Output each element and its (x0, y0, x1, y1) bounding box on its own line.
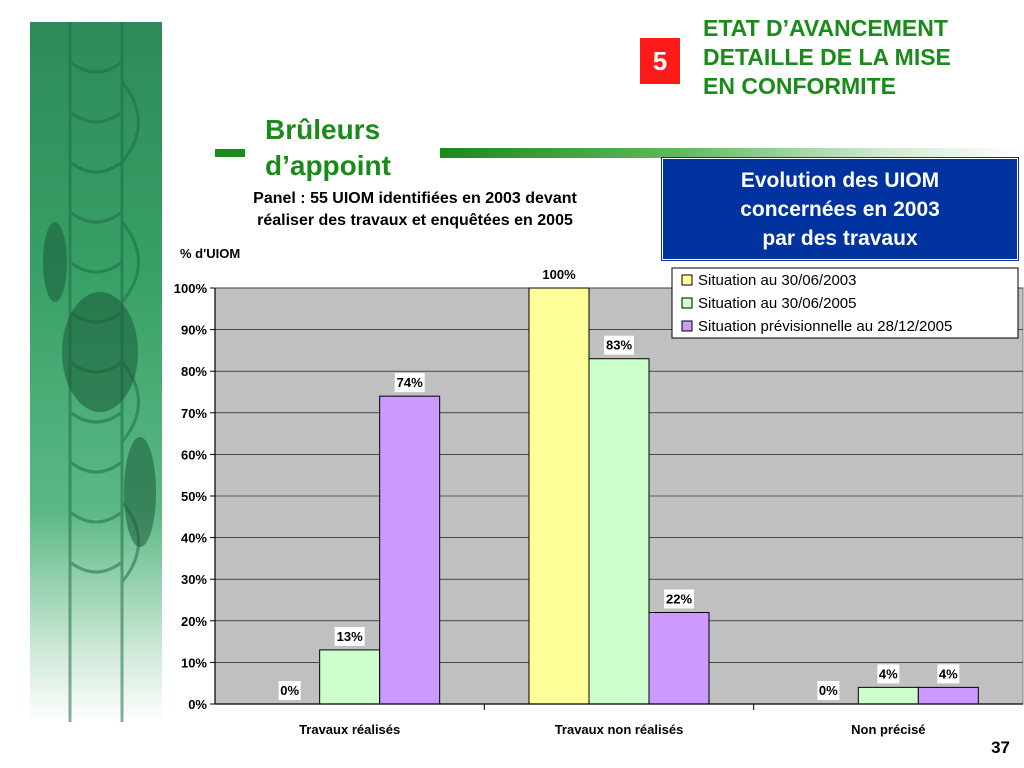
bar (588, 358, 650, 705)
bar (648, 611, 710, 705)
x-tick-label: Travaux réalisés (299, 722, 400, 737)
data-label-bg (278, 681, 301, 700)
data-label: 83% (606, 338, 632, 353)
section-title: Brûleurs d’appoint (265, 114, 391, 181)
data-label-bg (334, 626, 365, 646)
data-label: 74% (397, 375, 423, 390)
y-tick-label: 90% (181, 323, 207, 338)
data-label-bg (394, 373, 425, 393)
title-underline-bar (440, 148, 1024, 158)
y-tick-label: 0% (188, 697, 207, 712)
decorative-side-band (30, 22, 162, 722)
legend-swatch (681, 297, 693, 309)
data-label-bg (877, 664, 900, 684)
data-label: 4% (879, 666, 898, 681)
legend-label: Situation prévisionnelle au 28/12/2005 (698, 318, 952, 335)
data-label: 0% (819, 683, 838, 698)
legend-label: Situation au 30/06/2003 (698, 272, 856, 289)
bar (319, 649, 381, 705)
y-tick-label: 10% (181, 655, 207, 670)
y-tick-label: 80% (181, 364, 207, 379)
data-label-bg (817, 681, 840, 700)
y-tick-label: 60% (181, 447, 207, 462)
bar (528, 287, 590, 705)
y-tick-label: 40% (181, 531, 207, 546)
data-label-bg (540, 265, 578, 284)
data-label-bg (604, 335, 634, 355)
bar (857, 686, 919, 705)
data-label: 100% (542, 267, 576, 282)
panel-description: Panel : 55 UIOM identifiées en 2003 deva… (253, 190, 577, 229)
bar (379, 395, 441, 705)
title-dash (215, 149, 245, 157)
data-label: 0% (280, 683, 299, 698)
x-tick-label: Travaux non réalisés (555, 722, 684, 737)
data-label: 13% (337, 629, 363, 644)
page-number: 37 (991, 738, 1010, 757)
legend-swatch (681, 274, 693, 286)
x-tick-label: Non précisé (851, 722, 925, 737)
y-tick-label: 100% (174, 281, 208, 296)
data-label: 4% (939, 666, 958, 681)
y-tick-label: 70% (181, 406, 207, 421)
data-label: 22% (666, 591, 692, 606)
bar (917, 686, 979, 705)
legend-box (671, 267, 1019, 339)
y-axis-label: % d'UIOM (180, 246, 240, 261)
section-number-badge: 5 (640, 38, 680, 84)
data-label-bg (937, 664, 960, 684)
legend-label: Situation au 30/06/2005 (698, 295, 856, 312)
data-label-bg (664, 589, 694, 609)
y-tick-label: 50% (181, 489, 207, 504)
legend-swatch (681, 320, 693, 332)
header-title: ETAT D’AVANCEMENT DETAILLE DE LA MISE EN… (703, 15, 951, 99)
y-tick-label: 30% (181, 572, 207, 587)
tower-illustration (43, 22, 156, 722)
y-tick-label: 20% (181, 614, 207, 629)
info-box: Evolution des UIOM concernées en 2003 pa… (662, 158, 1018, 260)
